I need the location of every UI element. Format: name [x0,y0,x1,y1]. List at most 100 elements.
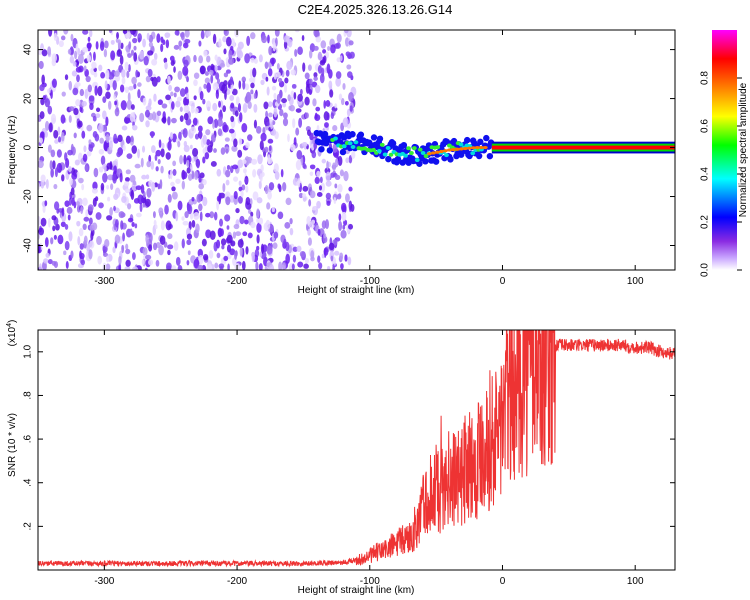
noise-blob [113,133,118,144]
noise-blob [204,152,210,160]
noise-blob [332,264,335,270]
noise-blob [221,244,225,250]
noise-blob [148,41,154,48]
signal-core [406,146,411,151]
signal-core [423,154,429,159]
noise-blob [67,149,73,156]
noise-blob [247,232,253,239]
noise-blob [192,147,199,157]
noise-blob [235,96,240,106]
noise-blob [258,217,264,225]
noise-blob [82,46,89,53]
noise-blob [109,161,113,171]
noise-blob [39,263,42,270]
noise-blob [82,153,88,162]
noise-blob [207,116,214,125]
noise-blob [81,130,86,139]
signal-peak [462,146,468,151]
noise-blob [301,35,305,42]
noise-blob [90,231,94,241]
noise-blob [150,145,156,153]
noise-blob [183,154,187,165]
noise-blob [256,234,260,244]
noise-blob [137,194,144,205]
noise-blob [226,36,232,47]
noise-blob [125,243,129,250]
spectrogram-y-axis-label: Frequency (Hz) [7,116,18,185]
noise-blob [237,195,243,204]
noise-blob [65,157,70,169]
noise-blob [105,133,110,144]
noise-blob [191,157,195,164]
noise-blob [167,75,171,85]
noise-blob [124,266,131,270]
noise-blob [249,68,253,79]
noise-blob [258,180,262,190]
noise-blob [329,89,334,98]
noise-blob [100,155,106,166]
x-tick-label: -200 [227,576,247,587]
x-tick-label: -300 [94,276,114,287]
noise-blob [216,239,221,249]
noise-blob [129,228,133,237]
colorbar-tick-label: 0.4 [700,167,711,181]
noise-blob [282,262,287,270]
noise-blob [74,50,78,60]
noise-blob [44,237,49,248]
noise-blob [298,192,304,199]
noise-blob [182,66,189,76]
noise-blob [92,115,97,122]
noise-blob [121,68,126,78]
noise-blob [334,250,340,256]
noise-blob [215,72,220,80]
noise-blob [145,120,150,128]
noise-blob [230,115,235,123]
noise-blob [142,38,146,48]
noise-blob [56,162,63,173]
noise-blob [147,102,151,108]
noise-blob [139,112,145,123]
noise-blob [253,58,258,64]
noise-blob [60,114,66,124]
noise-blob [68,231,73,242]
noise-blob [141,174,147,180]
noise-blob [120,100,127,111]
noise-blob [204,71,209,76]
signal-blob [447,156,454,163]
noise-blob [156,110,162,117]
noise-blob [102,172,108,183]
noise-blob [195,223,200,234]
noise-blob [278,261,283,270]
noise-blob [122,232,125,242]
noise-blob [348,40,354,46]
noise-blob [199,129,202,140]
noise-blob [226,225,230,230]
noise-blob [186,233,193,240]
noise-blob [99,137,104,144]
noise-blob [78,65,84,73]
noise-blob [63,250,67,256]
noise-blob [207,106,211,112]
noise-blob [127,53,132,58]
noise-blob [261,35,268,44]
colorbar-tick-label: 0.2 [700,215,711,229]
noise-blob [103,163,107,174]
noise-blob [132,124,138,131]
noise-blob [174,30,180,36]
noise-blob [293,92,297,100]
noise-blob [321,253,325,259]
noise-blob [184,38,191,44]
noise-blob [293,137,297,146]
noise-blob [78,228,84,237]
noise-blob [167,244,174,250]
noise-blob [181,171,188,180]
noise-blob [256,197,263,204]
noise-blob [110,183,114,190]
noise-blob [313,30,320,37]
noise-blob [127,92,131,102]
noise-blob [150,76,154,82]
noise-blob [47,259,53,265]
noise-blob [114,100,118,106]
noise-blob [268,112,273,118]
noise-blob [119,55,124,66]
